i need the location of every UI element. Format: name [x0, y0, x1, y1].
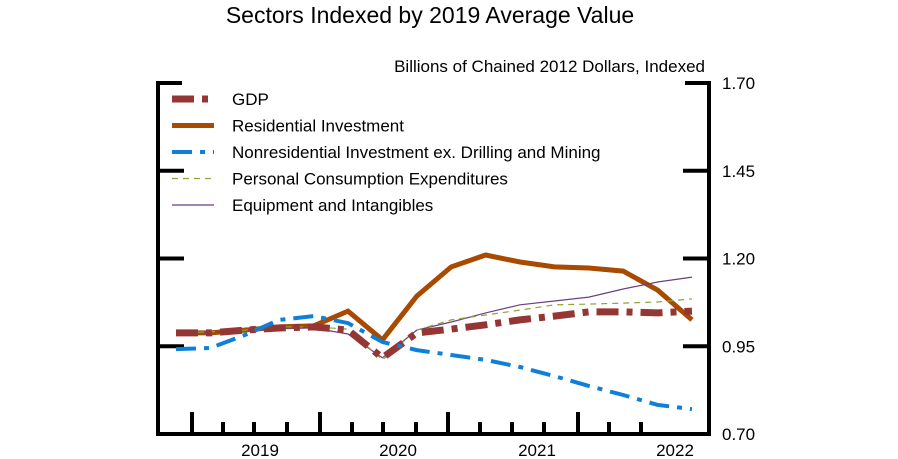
y-tick-label: 1.45: [722, 162, 755, 181]
series-line: [175, 298, 693, 361]
y-tick-label: 0.70: [722, 425, 755, 444]
y-tick-label: 0.95: [722, 337, 755, 356]
series-line: [175, 314, 693, 412]
axes: 0.70 0.95 1.20 1.45 1.70 2019 2020 2021 2022: [156, 74, 755, 459]
legend-label: Nonresidential Investment ex. Drilling a…: [232, 143, 601, 162]
legend-label: GDP: [232, 90, 269, 109]
plot-frame: [156, 81, 711, 436]
x-tick-label: 2022: [656, 441, 694, 459]
series-line: [175, 276, 693, 359]
legend-label: Equipment and Intangibles: [232, 196, 433, 215]
x-tick-label: 2020: [379, 441, 417, 459]
legend-item: Nonresidential Investment ex. Drilling a…: [172, 143, 601, 162]
series-line: [176, 307, 693, 363]
legend-item: GDP: [172, 90, 269, 109]
series-gdp: [176, 307, 693, 363]
y-tick-label: 1.20: [722, 250, 755, 269]
series-layer: [175, 252, 694, 412]
legend-item: Equipment and Intangibles: [172, 196, 433, 215]
series-nonresidential-investment-ex-drilling-and-mining: [175, 314, 693, 412]
legend-item: Residential Investment: [172, 117, 404, 136]
series-personal-consumption-expenditures: [175, 298, 693, 361]
x-tick-label: 2021: [518, 441, 556, 459]
y-tick-label: 1.70: [722, 74, 755, 93]
series-equipment-and-intangibles: [175, 276, 693, 359]
legend-item: Personal Consumption Expenditures: [172, 170, 508, 189]
chart-title: Sectors Indexed by 2019 Average Value: [225, 2, 635, 28]
legend: GDP Residential Investment Nonresidential …: [172, 90, 601, 215]
legend-label: Personal Consumption Expenditures: [232, 170, 508, 189]
legend-label: Residential Investment: [232, 117, 404, 136]
units-label: Billions of Chained 2012 Dollars, Indexe…: [394, 57, 705, 76]
x-tick-label: 2019: [241, 441, 279, 459]
